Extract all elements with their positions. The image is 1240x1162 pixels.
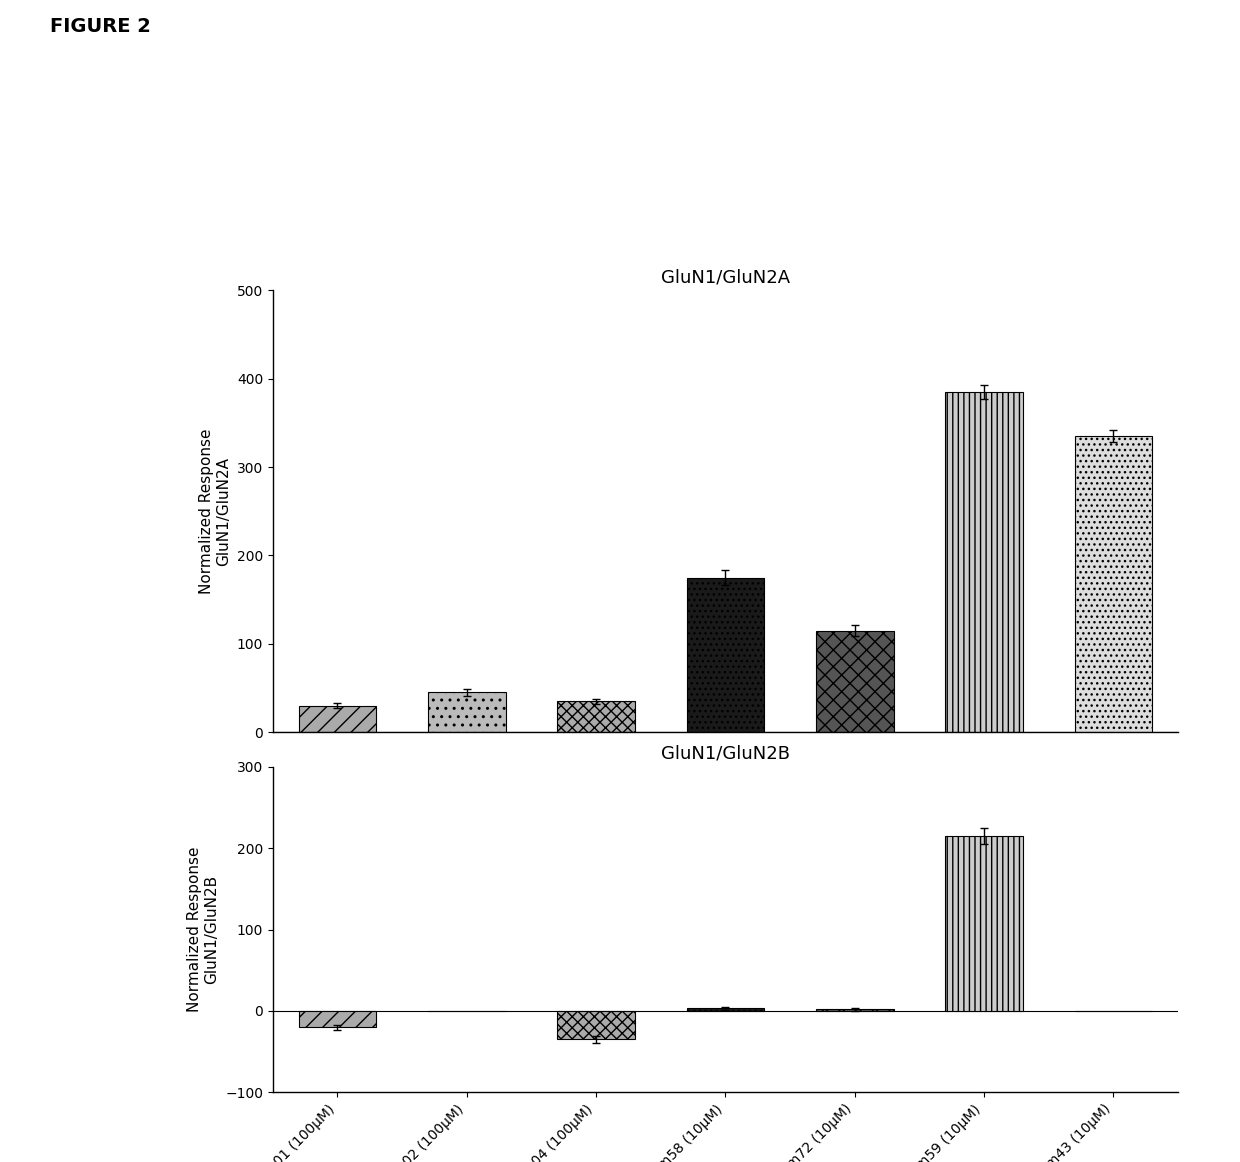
Bar — [945, 837, 1023, 1011]
Bar — [1075, 436, 1152, 732]
Bar — [687, 578, 764, 732]
Y-axis label: Normalized Response
GluN1/GluN2A: Normalized Response GluN1/GluN2A — [198, 429, 231, 594]
Bar — [687, 1009, 764, 1011]
Title: GluN1/GluN2A: GluN1/GluN2A — [661, 268, 790, 286]
Bar — [945, 392, 1023, 732]
Bar — [816, 631, 894, 732]
Bar — [299, 1011, 376, 1027]
Bar — [428, 693, 506, 732]
Bar — [816, 1010, 894, 1011]
Y-axis label: Normalized Response
GluN1/GluN2B: Normalized Response GluN1/GluN2B — [187, 847, 219, 1012]
Bar — [557, 701, 635, 732]
Title: GluN1/GluN2B: GluN1/GluN2B — [661, 745, 790, 762]
Bar — [557, 1011, 635, 1039]
Text: FIGURE 2: FIGURE 2 — [50, 17, 150, 36]
Bar — [299, 705, 376, 732]
